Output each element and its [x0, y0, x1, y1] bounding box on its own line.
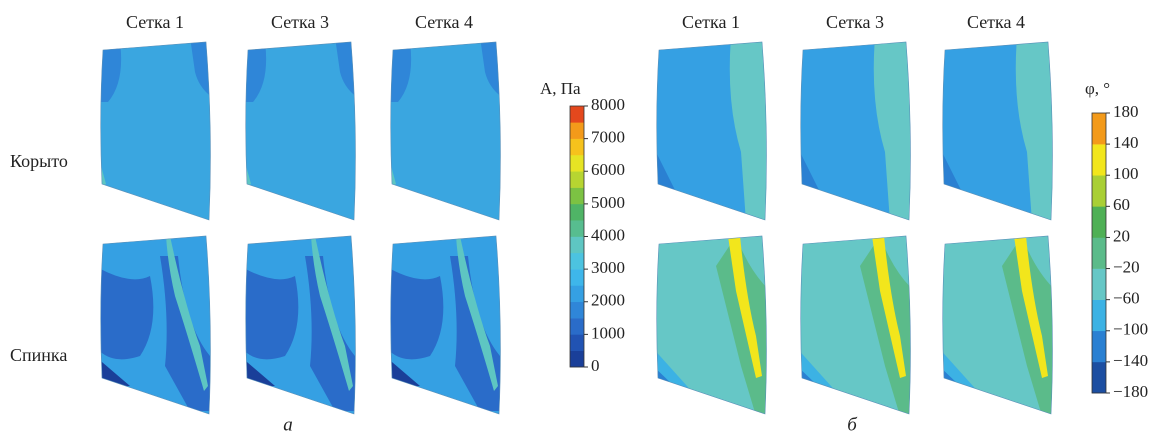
colorbar-band: [1092, 300, 1106, 331]
blade: [385, 37, 510, 232]
colorbar-tick-label: 7000: [591, 128, 625, 147]
colorbar-band: [570, 204, 584, 221]
colorbar-tick-label: 60: [1113, 195, 1130, 214]
colorbar-band: [570, 139, 584, 156]
colorbar-band: [570, 269, 584, 286]
colorbar-band: [1092, 331, 1106, 362]
blade: [240, 37, 365, 232]
figure: Сетка 1 Сетка 3 Сетка 4 Корыто Спинка Се…: [0, 0, 1175, 436]
colorbar-band: [570, 106, 584, 123]
colorbar-tick-label: −140: [1113, 351, 1148, 370]
contour-region: [95, 266, 153, 359]
colorbar-tick-label: 100: [1113, 164, 1139, 183]
colorbar-band: [570, 237, 584, 254]
colorbar-band: [570, 302, 584, 319]
colorbar-band: [570, 220, 584, 237]
colorbar-title: A, Па: [540, 79, 581, 98]
contour-region: [385, 266, 443, 359]
colorbar-tick-label: 5000: [591, 193, 625, 212]
colorbar-tick-label: −180: [1113, 382, 1148, 401]
colorbar-band: [570, 285, 584, 302]
colorbar-band: [1092, 113, 1106, 144]
colorbar-tick-label: −20: [1113, 257, 1140, 276]
colorbar-tick-label: 4000: [591, 225, 625, 244]
blade: [385, 231, 510, 426]
colorbar-band: [570, 351, 584, 368]
colorbar-band: [570, 334, 584, 351]
row-label: Корыто: [10, 151, 68, 171]
blade: [795, 37, 920, 232]
colorbar-band: [1092, 269, 1106, 300]
blade: [795, 231, 920, 426]
blade: [937, 231, 1062, 426]
colorbar-band: [1092, 362, 1106, 393]
colorbar-band: [1092, 206, 1106, 237]
colorbar-tick-label: −60: [1113, 289, 1140, 308]
colorbar-band: [1092, 237, 1106, 268]
colorbar-tick-label: 20: [1113, 226, 1130, 245]
colorbar-band: [1092, 175, 1106, 206]
colorbar-tick-label: 1000: [591, 323, 625, 342]
column-header: Сетка 3: [271, 12, 329, 32]
column-header: Сетка 4: [415, 12, 473, 32]
blade: [937, 37, 1062, 232]
colorbar-tick-label: 140: [1113, 133, 1139, 152]
panel-label: б: [847, 414, 858, 435]
colorbar-tick-label: −100: [1113, 320, 1148, 339]
blade: [651, 37, 776, 232]
panel-label: а: [283, 414, 293, 435]
contour-region: [240, 266, 298, 359]
colorbar-band: [570, 253, 584, 270]
colorbar-tick-label: 8000: [591, 95, 625, 114]
colorbar-band: [570, 122, 584, 139]
colorbar-title: φ, °: [1085, 79, 1110, 98]
column-header: Сетка 3: [826, 12, 884, 32]
row-label: Спинка: [10, 345, 67, 365]
colorbar-band: [570, 155, 584, 172]
colorbar-tick-label: 0: [591, 356, 600, 375]
blade: [95, 37, 220, 232]
column-header: Сетка 1: [126, 12, 184, 32]
column-header: Сетка 1: [682, 12, 740, 32]
blade: [651, 231, 776, 426]
blade: [240, 231, 365, 426]
colorbar-band: [570, 171, 584, 188]
colorbar-tick-label: 180: [1113, 102, 1139, 121]
colorbar-tick-label: 3000: [591, 258, 625, 277]
colorbar-band: [1092, 144, 1106, 175]
colorbar-tick-label: 2000: [591, 291, 625, 310]
blade: [95, 231, 220, 426]
colorbar-band: [570, 318, 584, 335]
column-header: Сетка 4: [967, 12, 1025, 32]
colorbar-tick-label: 6000: [591, 160, 625, 179]
colorbar-band: [570, 188, 584, 205]
